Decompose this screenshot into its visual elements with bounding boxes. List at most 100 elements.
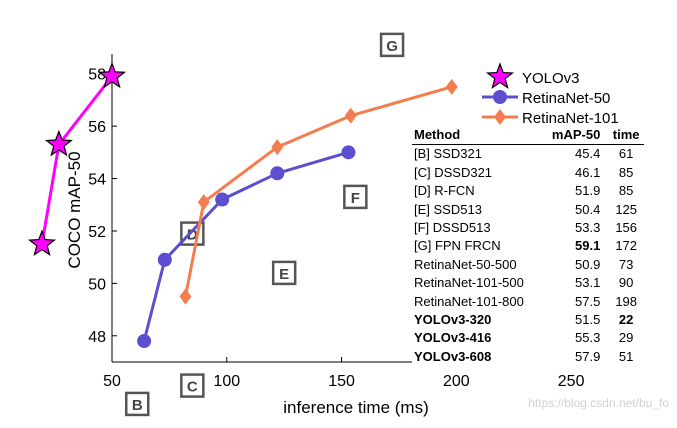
data-point	[27, 229, 57, 256]
legend-item-retinanet-101: RetinaNet-101	[482, 109, 619, 127]
legend-label: RetinaNet-50	[522, 90, 610, 107]
data-point	[137, 334, 152, 349]
data-point	[157, 252, 172, 267]
table-cell-map: 57.9	[575, 348, 601, 364]
x-tick-label: 50	[103, 373, 121, 390]
point-label-box	[343, 184, 368, 210]
point-label-box	[379, 32, 405, 58]
point-label-box	[180, 373, 205, 398]
table-cell-method: [C] DSSD321	[414, 164, 493, 180]
table-cell-time: 85	[618, 183, 634, 199]
point-label-b: B	[125, 391, 150, 417]
legend-label: YOLOv3	[522, 70, 580, 87]
series	[27, 61, 458, 349]
point-label-f: F	[343, 184, 368, 210]
point-label-g: G	[379, 32, 405, 58]
table-cell-method: YOLOv3-320	[414, 312, 492, 328]
y-tick-label: 54	[88, 172, 106, 189]
x-tick-label: 150	[328, 373, 355, 390]
legend-label: RetinaNet-101	[522, 110, 619, 127]
data-point	[44, 129, 73, 157]
table-cell-time: 22	[618, 312, 634, 328]
table-cell-method: [F] DSSD513	[414, 220, 491, 236]
y-tick-label: 52	[88, 224, 106, 241]
table-cell-map: 51.9	[575, 183, 601, 199]
table-cell-time: 172	[615, 238, 638, 254]
y-tick-label: 56	[88, 119, 106, 136]
table-row: YOLOv3-416 55.3 29	[412, 329, 644, 347]
table-row: YOLOv3-608 57.9 51	[412, 348, 644, 366]
table-cell-time: 125	[615, 201, 638, 217]
y-tick-label: 50	[88, 276, 106, 293]
table-cell-method: RetinaNet-50-500	[414, 256, 517, 272]
point-label-box	[125, 391, 150, 417]
series-retinanet-50	[137, 145, 356, 349]
y-tick-label: 48	[88, 329, 106, 346]
point-label-text: G	[386, 38, 398, 55]
table-cell-map: 50.9	[575, 256, 601, 272]
table-header-map: mAP-50	[539, 126, 609, 146]
table-cell-time: 90	[618, 275, 634, 291]
table-row: RetinaNet-50-500 50.9 73	[412, 256, 644, 274]
point-label-c: C	[180, 373, 205, 398]
legend-item-retinanet-50: RetinaNet-50	[482, 90, 610, 107]
table-cell-time: 29	[618, 330, 634, 346]
table-cell-time: 156	[615, 220, 638, 236]
legend-marker	[493, 90, 507, 104]
point-labels: B C D E F G	[125, 32, 405, 417]
data-point	[270, 166, 285, 181]
table-cell-map: 59.1	[575, 238, 601, 254]
table-cell-map: 53.1	[575, 275, 601, 291]
table-row: [C] DSSD321 46.1 85	[412, 164, 644, 182]
axes: 50 100 150 200 250 48 50 52 54 56 58 inference time…	[65, 54, 640, 417]
table-row: [B] SSD321 45.4 61	[412, 145, 644, 164]
watermark: https://blog.csdn.net/bu_fo	[528, 396, 669, 410]
table-row: YOLOv3-320 51.5 22	[412, 311, 644, 329]
table-row: [E] SSD513 50.4 125	[412, 201, 644, 219]
legend-marker	[485, 62, 515, 89]
table-header-row: Method mAP-50 time	[412, 126, 644, 146]
series-retinanet-101	[179, 78, 458, 305]
legend-marker	[494, 109, 506, 125]
table-cell-method: RetinaNet-101-500	[414, 275, 524, 291]
table-header-method: Method	[412, 126, 540, 146]
table-header-time: time	[608, 126, 644, 146]
table-cell-map: 53.3	[575, 220, 601, 236]
point-label-text: D	[187, 227, 198, 244]
point-label-text: B	[132, 397, 143, 414]
table-row: [F] DSSD513 53.3 156	[412, 219, 644, 237]
table-cell-time: 51	[618, 348, 634, 364]
table-cell-map: 51.5	[575, 312, 601, 328]
table-row: RetinaNet-101-500 53.1 90	[412, 274, 644, 292]
table-cell-method: [D] R-FCN	[414, 183, 475, 199]
table-cell-method: YOLOv3-608	[414, 348, 492, 364]
data-point	[445, 78, 458, 95]
series-line	[142, 150, 349, 342]
table-cell-time: 85	[618, 164, 634, 180]
point-label-text: F	[351, 190, 360, 207]
point-label-box	[271, 260, 297, 286]
table-cell-method: RetinaNet-101-800	[414, 293, 524, 309]
data-point	[215, 192, 230, 207]
data-point	[271, 139, 284, 156]
data-point	[97, 61, 127, 89]
legend: YOLOv3 RetinaNet-50 RetinaNet-101	[482, 62, 619, 127]
data-point	[341, 145, 356, 160]
data-point	[179, 288, 192, 305]
table-cell-method: [B] SSD321	[414, 146, 482, 162]
x-axis-title: inference time (ms)	[283, 398, 428, 417]
point-label-text: E	[279, 266, 289, 283]
table-cell-map: 57.5	[575, 293, 601, 309]
table-cell-method: [E] SSD513	[414, 201, 482, 217]
table-cell-method: YOLOv3-416	[414, 330, 492, 346]
methods-table: Method mAP-50 time [B] SSD321 45.4 61 [C] D…	[412, 126, 644, 367]
table-cell-method: [G] FPN FRCN	[414, 238, 501, 254]
series-yolov3	[27, 61, 127, 256]
table-row: [G] FPN FRCN 59.1 172	[412, 237, 644, 255]
table-cell-time: 73	[618, 256, 634, 272]
y-tick-label: 58	[88, 67, 106, 84]
point-label-e: E	[271, 260, 297, 286]
data-point	[197, 194, 210, 211]
x-tick-label: 250	[558, 373, 585, 390]
